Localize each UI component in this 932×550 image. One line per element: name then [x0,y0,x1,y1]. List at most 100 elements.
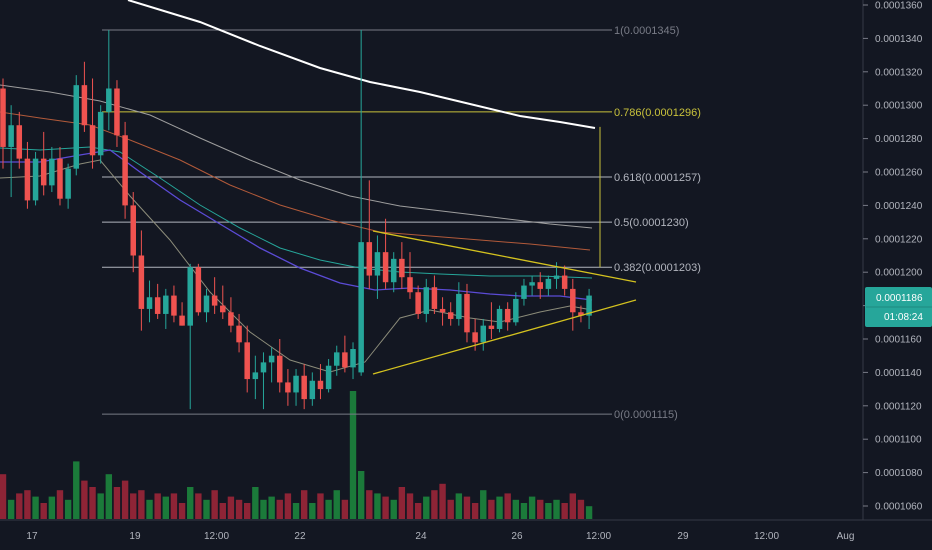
volume-bar [268,496,275,519]
price-tick-label: 0.0001120 [875,401,922,412]
candle-body [8,125,14,147]
candle-body [285,382,291,393]
candle-body [0,88,6,147]
time-tick-label: 17 [26,531,38,542]
candle-body [488,325,495,329]
price-tick-label: 0.0001320 [875,67,923,78]
candle-body [496,308,503,329]
price-axis[interactable]: 0.0001360 0.0001340 0.0001320 0.0001300 0.00… [862,0,932,520]
volume-bar [496,496,503,519]
volume-bar [227,496,235,519]
volume-bar [447,499,454,519]
candle-body [293,375,299,393]
candle-body [40,158,47,186]
fibonacci-retracement[interactable]: 1(0.0001345) 0.786(0.0001296) 0.618(0.0001… [102,25,701,421]
price-tick-label: 0.0001060 [875,502,923,513]
volume-bar [569,493,576,519]
price-tick-label: 0.0001160 [875,335,922,346]
volume-bar [16,493,23,519]
volume-bar [366,490,373,519]
time-tick-label: 12:00 [754,531,779,542]
candle-body [81,85,88,126]
ma-200-line [127,0,596,129]
candle-body [366,242,373,276]
volume-bar [577,499,585,519]
time-axis[interactable]: 17 19 12:00 22 24 26 12:00 29 12:00 Aug [0,519,932,550]
volume-bar [300,490,308,519]
volume-bar [471,503,479,519]
volume-bar [24,490,31,519]
price-tick-label: 0.0001280 [875,134,923,145]
volume-bar [325,499,332,519]
volume-bar [553,499,560,519]
volume-bar [244,503,251,519]
candle-body [171,295,177,316]
candle-body [325,365,332,390]
volume-bar [89,487,96,519]
candle-body [114,88,120,136]
time-tick-label: 29 [677,531,689,542]
candle-body [561,275,568,289]
candle-body [16,125,23,159]
volume-bar [480,490,487,519]
countdown-label: 01:08:24 [884,312,923,323]
volume-bar [512,499,520,519]
candle-body [578,312,584,316]
candle-body [301,375,307,400]
candle-body [358,242,364,373]
volume-bar [121,480,129,519]
price-tick-label: 0.0001220 [875,234,923,245]
volume-bar [463,496,471,519]
candle-body [553,275,560,279]
volume-bar [64,499,72,519]
volume-bar [162,496,169,519]
volume-bar [406,493,414,519]
volume-bar [138,490,145,519]
candle-body [447,312,454,319]
volume-bar [195,493,202,519]
price-tick-label: 0.0001100 [875,435,922,446]
candle-body [545,278,552,289]
ma-50-line [0,111,591,251]
ma-100-line [0,84,593,229]
volume-bar [187,487,194,519]
volume-bar [203,499,210,519]
volume-bar [349,391,357,519]
price-tick-label: 0.0001340 [875,34,923,45]
candle-body [260,362,267,373]
triangle-lower-trendline[interactable] [372,299,637,375]
fib-level-label: 1(0.0001345) [614,25,679,37]
candle-body [472,332,478,343]
volume-bar [211,490,218,519]
volume-bar [520,503,528,519]
volume-bar [178,503,186,519]
candle-body [211,295,218,306]
volume-bar [235,499,243,519]
volume-bar [561,503,568,519]
fib-level-label: 0.382(0.0001203) [614,262,701,274]
candle-body [154,297,161,314]
candle-body [130,205,136,256]
volume-bar [341,499,349,519]
candle-body [179,315,185,326]
candle-body [187,267,193,326]
candle-body [236,325,242,343]
volume-bar [40,503,47,519]
candle-body [146,297,153,309]
candle-body [439,308,446,313]
candle-body [32,158,39,201]
candle-body [390,258,397,283]
candle-body [504,308,511,323]
candlesticks [0,30,592,410]
volume-bar [382,496,389,519]
candle-body [309,380,316,400]
candle-body [220,305,226,313]
triangle-pattern[interactable] [372,230,637,375]
time-tick-label: 24 [415,531,427,542]
time-tick-label: 19 [129,531,141,542]
volume-bar [504,493,511,519]
triangle-upper-trendline[interactable] [372,230,637,283]
price-tick-label: 0.0001140 [875,368,922,379]
candle-body [244,342,250,380]
